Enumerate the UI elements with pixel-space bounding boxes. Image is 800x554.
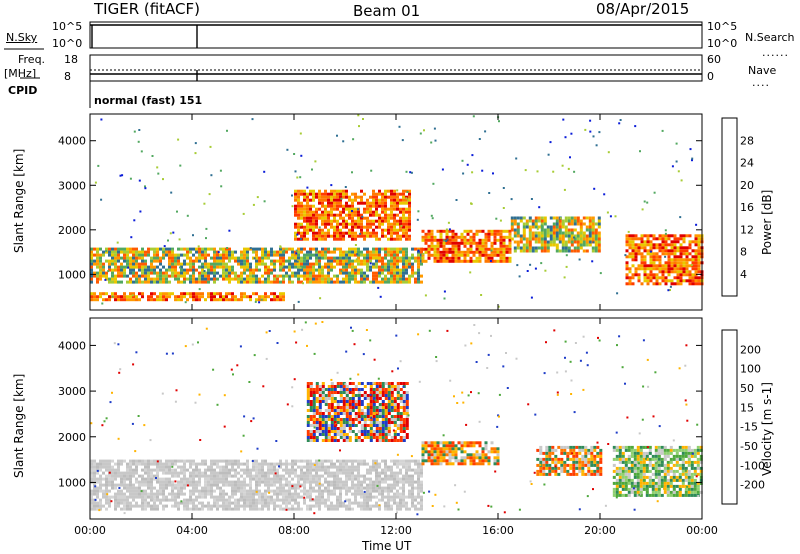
nsearch-label: N.Search — [745, 31, 795, 44]
velocity-echo-region-1 — [306, 382, 409, 442]
velocity-colorbar-tick-label: -100 — [740, 459, 765, 472]
power-colorbar-tick-label: 16 — [740, 201, 754, 214]
power-colorbar-tick-label: 24 — [740, 157, 754, 170]
nsearch-tick-top: 10^5 — [707, 20, 738, 33]
nave-tick-bottom: 0 — [707, 70, 714, 83]
xtick-label: 00:00 — [74, 524, 106, 537]
power-echo-region-0 — [90, 292, 285, 302]
nave-label: Nave — [748, 64, 777, 77]
ytick-label: 3000 — [58, 179, 86, 192]
freq-tick-bottom: 8 — [64, 70, 71, 83]
nave-tick-top: 60 — [707, 53, 721, 66]
power-colorbar-label: Power [dB] — [760, 189, 774, 255]
ytick-label: 4000 — [58, 339, 86, 352]
ytick-label: 1000 — [58, 476, 86, 489]
power-echo-region-5 — [625, 234, 704, 286]
freq-label: Freq. — [18, 53, 46, 66]
nsky-label: N.Sky — [6, 31, 38, 44]
velocity-colorbar-label: Velocity [m s-1] — [760, 382, 774, 476]
nsky-tick-bottom: 10^0 — [52, 37, 83, 50]
power-colorbar-tick-label: 28 — [740, 134, 754, 147]
power-panel: 4000 3000 2000 1000 — [58, 113, 704, 311]
nsky-tick-top: 10^5 — [52, 20, 83, 33]
velocity-echo-region-2 — [421, 441, 500, 466]
velocity-colorbar-tick-label: 200 — [740, 343, 761, 356]
power-colorbar-tick-label: 8 — [740, 246, 747, 259]
freq-panel — [89, 54, 703, 82]
power-echo-region-4 — [510, 216, 601, 253]
xtick-label: 00:00 — [686, 524, 718, 537]
cpid-value: normal (fast) 151 — [94, 94, 203, 107]
freq-unit: [MHz] — [4, 67, 37, 80]
ytick-label: 4000 — [58, 135, 86, 148]
power-echo-region-3 — [421, 229, 512, 263]
velocity-colorbar-tick-label: 100 — [740, 363, 761, 376]
date-title: 08/Apr/2015 — [596, 0, 690, 18]
velocity-colorbar-tick-label: 15 — [740, 401, 754, 414]
xtick-label: 08:00 — [278, 524, 310, 537]
power-colorbar-tick-label: 20 — [740, 179, 754, 192]
velocity-colorbar-tick-label: 50 — [740, 382, 754, 395]
ytick-label: 2000 — [58, 224, 86, 237]
velocity-colorbar-tick-label: -15 — [740, 421, 758, 434]
velocity-echo-region-4 — [612, 445, 703, 497]
velocity-noise — [90, 321, 700, 516]
nave-legend-dots: .... — [752, 76, 770, 89]
nsky-panel — [89, 21, 703, 49]
nsearch-tick-bottom: 10^0 — [707, 37, 738, 50]
velocity-colorbar-tick-label: -50 — [740, 440, 758, 453]
velocity-echo-region-0 — [90, 459, 423, 511]
xtick-label: 16:00 — [482, 524, 514, 537]
ytick-label: 2000 — [58, 431, 86, 444]
velocity-echo-region-3 — [536, 445, 603, 476]
colorbars: 28 24 20 16 12 8 4 200 100 50 15 -15 -50 -100 -200 — [721, 117, 765, 505]
velocity-colorbar-tick-label: -200 — [740, 479, 765, 492]
power-colorbar-tick-label: 12 — [740, 223, 754, 236]
nsearch-legend-dots: ...... — [762, 46, 789, 59]
power-echo-region-1 — [90, 247, 423, 284]
beam-title: Beam 01 — [353, 2, 421, 20]
velocity-panel: 4000 3000 2000 1000 — [58, 317, 703, 520]
power-ylabel: Slant Range [km] — [12, 148, 26, 253]
power-noise — [94, 114, 698, 308]
power-echo-region-2 — [294, 189, 411, 241]
power-colorbar-tick-label: 4 — [740, 268, 747, 281]
velocity-ylabel: Slant Range [km] — [12, 373, 26, 478]
xtick-label: 04:00 — [176, 524, 208, 537]
velocity-colorbar-frame — [721, 329, 738, 505]
xtick-label: 20:00 — [584, 524, 616, 537]
ytick-label: 1000 — [58, 268, 86, 281]
radar-title: TIGER (fitACF) — [94, 0, 201, 18]
xtick-label: 12:00 — [380, 524, 412, 537]
freq-tick-top: 18 — [64, 53, 78, 66]
cpid-label: CPID — [8, 84, 38, 97]
ytick-label: 3000 — [58, 385, 86, 398]
x-axis-label: Time UT — [362, 539, 412, 553]
power-colorbar-frame — [721, 117, 738, 297]
